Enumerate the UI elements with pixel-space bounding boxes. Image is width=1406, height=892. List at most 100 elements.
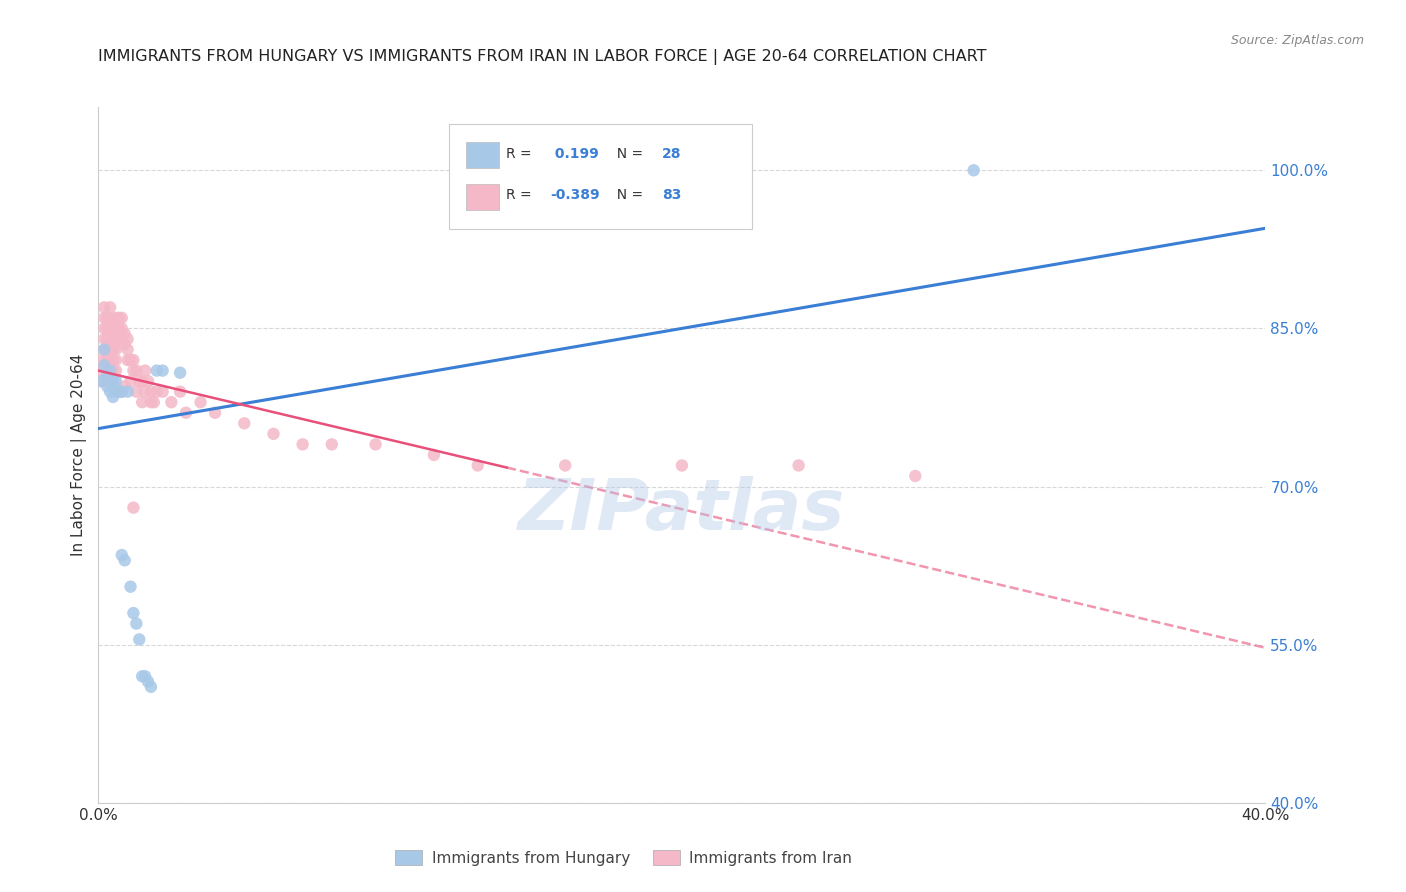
Point	[364, 437, 387, 451]
Point	[104, 384, 127, 399]
Point	[122, 606, 145, 620]
Text: 28: 28	[662, 146, 682, 161]
Point	[104, 363, 127, 377]
Point	[128, 374, 150, 388]
Text: IMMIGRANTS FROM HUNGARY VS IMMIGRANTS FROM IRAN IN LABOR FORCE | AGE 20-64 CORRE: IMMIGRANTS FROM HUNGARY VS IMMIGRANTS FR…	[98, 49, 987, 65]
Point	[104, 374, 127, 388]
Point	[152, 384, 174, 399]
Point	[114, 326, 136, 341]
Point	[114, 337, 136, 351]
Text: R =: R =	[506, 188, 536, 202]
Point	[98, 301, 121, 315]
Point	[98, 353, 121, 368]
Point	[108, 332, 131, 346]
Point	[101, 332, 124, 346]
Point	[96, 379, 118, 393]
Point	[146, 384, 169, 399]
Point	[174, 406, 197, 420]
Point	[111, 548, 134, 562]
Point	[93, 343, 115, 357]
Point	[104, 343, 127, 357]
Point	[101, 390, 124, 404]
Point	[98, 343, 121, 357]
Point	[98, 321, 121, 335]
Point	[117, 353, 139, 368]
Point	[111, 332, 134, 346]
Point	[104, 353, 127, 368]
Point	[134, 363, 156, 377]
Point	[122, 363, 145, 377]
Point	[554, 458, 576, 473]
Point	[98, 363, 121, 377]
Text: N =: N =	[609, 146, 648, 161]
Point	[321, 437, 343, 451]
Point	[111, 384, 134, 399]
Point	[111, 384, 134, 399]
Point	[101, 374, 124, 388]
Point	[291, 437, 314, 451]
FancyBboxPatch shape	[465, 142, 499, 169]
Point	[114, 379, 136, 393]
Point	[671, 458, 693, 473]
Point	[125, 384, 148, 399]
Point	[93, 332, 115, 346]
Point	[117, 332, 139, 346]
FancyBboxPatch shape	[465, 184, 499, 210]
Point	[104, 332, 127, 346]
Point	[131, 669, 153, 683]
Point	[90, 363, 112, 377]
Point	[93, 343, 115, 357]
Point	[134, 384, 156, 399]
Point	[139, 395, 162, 409]
Point	[96, 363, 118, 377]
Point	[96, 353, 118, 368]
Text: Source: ZipAtlas.com: Source: ZipAtlas.com	[1230, 34, 1364, 47]
Point	[169, 384, 191, 399]
Point	[142, 395, 165, 409]
Point	[262, 426, 284, 441]
Point	[108, 321, 131, 335]
Point	[204, 406, 226, 420]
Point	[98, 332, 121, 346]
Point	[125, 616, 148, 631]
Legend: Immigrants from Hungary, Immigrants from Iran: Immigrants from Hungary, Immigrants from…	[389, 844, 858, 871]
Point	[96, 310, 118, 325]
Point	[98, 310, 121, 325]
Point	[120, 353, 142, 368]
Point	[139, 384, 162, 399]
Point	[108, 310, 131, 325]
Point	[96, 343, 118, 357]
Point	[96, 332, 118, 346]
Point	[93, 359, 115, 373]
Point	[423, 448, 446, 462]
Point	[114, 553, 136, 567]
Point	[160, 395, 183, 409]
Point	[90, 374, 112, 388]
Point	[98, 363, 121, 377]
Point	[120, 580, 142, 594]
Text: ZIPatlas: ZIPatlas	[519, 476, 845, 545]
Point	[96, 321, 118, 335]
Point	[104, 321, 127, 335]
Point	[787, 458, 810, 473]
Point	[131, 395, 153, 409]
Point	[96, 368, 118, 383]
Point	[101, 353, 124, 368]
Point	[169, 366, 191, 380]
Point	[101, 343, 124, 357]
Point	[101, 363, 124, 377]
Point	[134, 669, 156, 683]
Text: -0.389: -0.389	[550, 188, 600, 202]
Text: 83: 83	[662, 188, 682, 202]
Point	[131, 374, 153, 388]
Point	[108, 384, 131, 399]
Point	[93, 321, 115, 335]
Text: N =: N =	[609, 188, 648, 202]
Point	[117, 343, 139, 357]
Point	[128, 632, 150, 647]
Point	[152, 363, 174, 377]
Point	[125, 363, 148, 377]
Point	[90, 374, 112, 388]
Y-axis label: In Labor Force | Age 20-64: In Labor Force | Age 20-64	[72, 354, 87, 556]
Point	[467, 458, 489, 473]
